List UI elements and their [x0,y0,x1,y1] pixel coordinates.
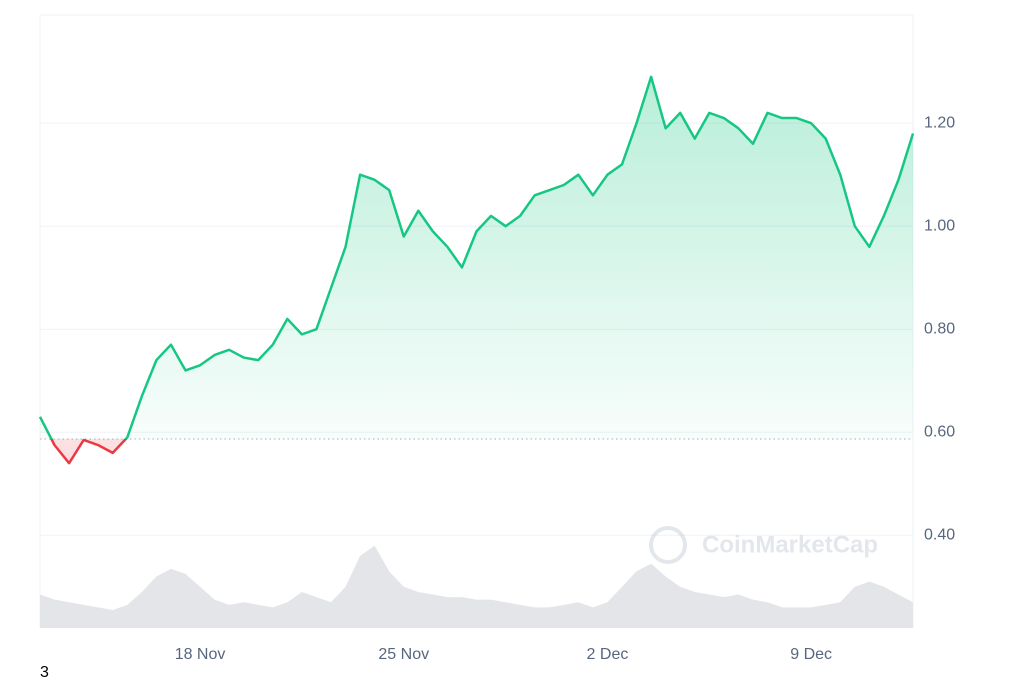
price-area [40,76,913,464]
y-tick-label: 1.20 [924,114,955,131]
y-tick-label: 0.80 [924,320,955,337]
x-tick-label: 25 Nov [378,646,429,663]
watermark: CoinMarketCap [649,526,878,564]
price-line [38,75,915,465]
y-tick-label: 1.00 [924,217,955,234]
volume-area [40,545,913,628]
x-tick-label: 2 Dec [587,646,629,663]
x-tick-label: 18 Nov [175,646,226,663]
y-tick-label: 0.40 [924,526,955,543]
footnote: 3 [40,664,49,681]
watermark-logo [649,526,687,564]
x-tick-label: 9 Dec [790,646,832,663]
y-tick-label: 0.60 [924,423,955,440]
watermark-text: CoinMarketCap [702,531,878,558]
